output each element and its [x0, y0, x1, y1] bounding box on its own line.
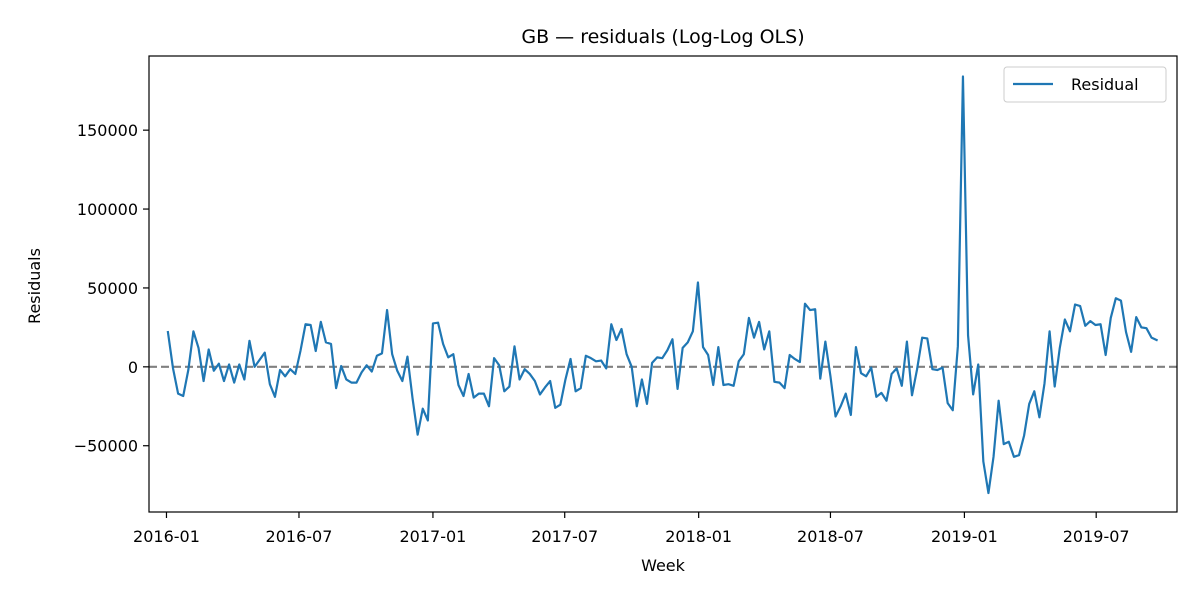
- y-tick-label: 100000: [77, 200, 138, 219]
- x-axis: 2016-01 2016-07 2017-01 2017-07 2018-01 2018-…: [133, 512, 1130, 546]
- chart-title: GB — residuals (Log-Log OLS): [521, 26, 804, 48]
- x-tick-label: 2017-07: [531, 527, 598, 546]
- legend-box: [1003, 66, 1167, 103]
- x-tick-label: 2019-07: [1063, 527, 1130, 546]
- x-tick-label: 2016-07: [266, 527, 333, 546]
- x-tick-label: 2019-01: [931, 527, 998, 546]
- axes-frame: [148, 55, 1178, 513]
- legend: Residual: [1003, 66, 1167, 103]
- y-axis-title: Residuals: [25, 248, 44, 324]
- plot-area: [148, 55, 1178, 513]
- y-tick-label: 0: [128, 358, 138, 377]
- x-tick-label: 2017-01: [400, 527, 467, 546]
- residual-series-line: [166, 75, 1159, 495]
- y-axis: −50000 0 50000 100000 150000: [74, 121, 149, 456]
- x-tick-label: 2018-01: [665, 527, 732, 546]
- x-tick-label: 2016-01: [133, 527, 200, 546]
- y-tick-label: −50000: [74, 437, 138, 456]
- y-tick-label: 50000: [87, 279, 138, 298]
- x-tick-label: 2018-07: [797, 527, 864, 546]
- x-axis-title: Week: [641, 556, 686, 575]
- legend-label-residual: Residual: [1071, 75, 1139, 94]
- y-tick-label: 150000: [77, 121, 138, 140]
